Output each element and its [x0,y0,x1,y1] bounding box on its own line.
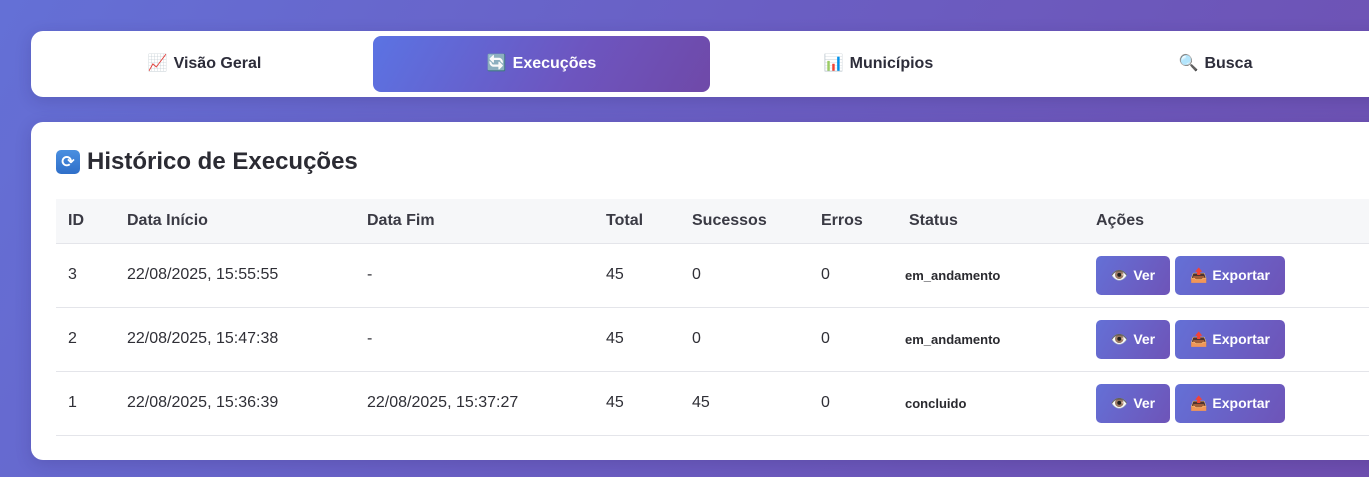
status-badge: em_andamento [897,243,1084,308]
tab-label: Visão Geral [173,55,262,72]
cell-id: 2 [56,307,115,372]
header-total: Total [606,211,644,229]
cell-data-inicio: 22/08/2025, 15:36:39 [115,371,355,436]
export-button-label: Exportar [1212,331,1270,347]
cell-total: 45 [594,371,680,436]
executions-table: ID Data Início Data Fim Total Sucessos E… [56,199,1369,436]
header-data-inicio: Data Início [127,211,208,229]
cell-actions: 👁️ Ver 📤 Exportar [1084,371,1369,436]
cell-erros: 0 [809,307,897,372]
cell-data-inicio: 22/08/2025, 15:55:55 [115,243,355,308]
eye-icon: 👁️ [1110,266,1129,283]
header-status: Status [909,211,958,229]
tab-execucoes[interactable]: 🔄 Execuções [373,36,710,92]
export-button-label: Exportar [1212,395,1270,411]
eye-icon: 👁️ [1110,394,1129,411]
header-id: ID [68,211,84,229]
table-row: 2 22/08/2025, 15:47:38 - 45 0 0 em_andam… [56,307,1369,372]
view-button[interactable]: 👁️ Ver [1096,383,1170,423]
header-sucessos: Sucessos [692,211,767,229]
tab-label: Busca [1204,55,1253,72]
table-row: 3 22/08/2025, 15:55:55 - 45 0 0 em_andam… [56,243,1369,308]
cell-erros: 0 [809,243,897,308]
table-header-row: ID Data Início Data Fim Total Sucessos E… [56,199,1369,243]
cell-sucessos: 45 [680,371,809,436]
export-button[interactable]: 📤 Exportar [1175,383,1285,423]
cell-total: 45 [594,243,680,308]
status-badge: concluido [897,371,1084,436]
view-button[interactable]: 👁️ Ver [1096,319,1170,359]
cell-data-fim: 22/08/2025, 15:37:27 [355,371,594,436]
cell-total: 45 [594,307,680,372]
header-erros: Erros [821,211,863,229]
tab-label: Municípios [849,55,934,72]
export-button[interactable]: 📤 Exportar [1175,319,1285,359]
view-button-label: Ver [1133,395,1156,411]
executions-panel: ⟳ Histórico de Execuções ID Data Início … [31,122,1369,460]
tab-municipios[interactable]: 📊 Municípios [710,36,1047,92]
cell-id: 3 [56,243,115,308]
header-data-fim: Data Fim [367,211,435,229]
cell-actions: 👁️ Ver 📤 Exportar [1084,307,1369,372]
view-button[interactable]: 👁️ Ver [1096,255,1170,295]
status-badge: em_andamento [897,307,1084,372]
tab-visao-geral[interactable]: 📈 Visão Geral [36,36,373,92]
export-button-label: Exportar [1212,267,1270,283]
eye-icon: 👁️ [1110,330,1129,347]
cell-data-inicio: 22/08/2025, 15:47:38 [115,307,355,372]
tab-label: Execuções [512,55,597,72]
tab-busca[interactable]: 🔍 Busca [1047,36,1369,92]
header-acoes: Ações [1096,211,1145,229]
page-title: ⟳ Histórico de Execuções [56,148,358,176]
cell-data-fim: - [355,243,594,308]
view-button-label: Ver [1133,267,1156,283]
nav-tab-bar: 📈 Visão Geral 🔄 Execuções 📊 Municípios 🔍… [31,31,1369,97]
view-button-label: Ver [1133,331,1156,347]
chart-up-icon: 📈 [147,55,168,72]
outbox-tray-icon: 📤 [1189,394,1208,411]
refresh-icon: 🔄 [486,55,507,72]
cell-actions: 👁️ Ver 📤 Exportar [1084,243,1369,308]
bar-chart-icon: 📊 [823,55,844,72]
outbox-tray-icon: 📤 [1189,266,1208,283]
cell-sucessos: 0 [680,307,809,372]
cell-data-fim: - [355,307,594,372]
refresh-icon: ⟳ [56,150,80,174]
cell-sucessos: 0 [680,243,809,308]
cell-id: 1 [56,371,115,436]
outbox-tray-icon: 📤 [1189,330,1208,347]
page-title-text: Histórico de Execuções [87,148,358,175]
export-button[interactable]: 📤 Exportar [1175,255,1285,295]
table-row: 1 22/08/2025, 15:36:39 22/08/2025, 15:37… [56,371,1369,436]
cell-erros: 0 [809,371,897,436]
search-icon: 🔍 [1178,55,1199,72]
